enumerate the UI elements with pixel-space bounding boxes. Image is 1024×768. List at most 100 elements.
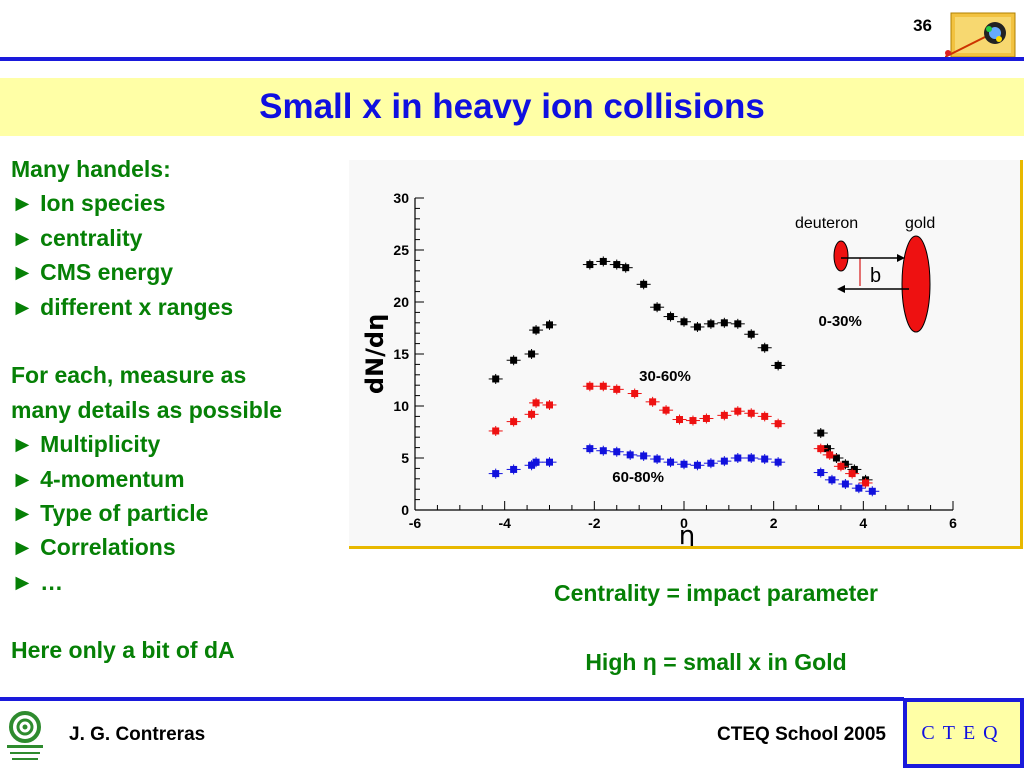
data-point — [828, 476, 836, 484]
series-annotation: 0-30% — [819, 313, 862, 330]
title-band: Small x in heavy ion collisions — [0, 78, 1024, 136]
bullet-item: ► 4-momentum — [11, 465, 185, 492]
data-point — [631, 390, 639, 398]
data-point — [613, 261, 621, 269]
deuteron-label: deuteron — [795, 215, 858, 232]
bullet-item: ► Type of particle — [11, 499, 209, 526]
data-point — [850, 465, 858, 473]
x-tick-label: 0 — [680, 515, 688, 531]
y-tick-label: 15 — [393, 346, 409, 362]
bullet-item: ► Ion species — [11, 190, 166, 217]
text-line: Here only a bit of dA — [11, 637, 235, 664]
bullet-list: Many handels: ► Ion species ► centrality… — [11, 152, 351, 668]
data-point — [693, 461, 701, 469]
data-point — [707, 320, 715, 328]
data-point — [862, 479, 870, 487]
plot-frame: -6 -4 -2 0 2 4 6 0 5 10 15 20 25 30 η dN/dη 0-30% 30-60%… — [349, 160, 1023, 551]
data-point — [586, 445, 594, 453]
bullet-item: ► CMS energy — [11, 259, 174, 286]
bullet-item: ► Correlations — [11, 534, 176, 561]
y-tick-label: 5 — [401, 450, 409, 466]
data-point — [528, 461, 536, 469]
caption-high-eta: High η = small x in Gold — [585, 649, 847, 675]
data-point — [761, 412, 769, 420]
data-point — [841, 460, 849, 468]
cteq-badge-text: CTEQ — [921, 721, 1006, 744]
series-60-80% — [488, 443, 880, 497]
data-point — [817, 469, 825, 477]
bullet-item: ► Multiplicity — [11, 431, 161, 458]
data-point — [492, 470, 500, 478]
gold-direction-arrow — [837, 285, 845, 293]
data-point — [761, 344, 769, 352]
data-point — [662, 406, 670, 414]
data-point — [599, 257, 607, 265]
data-point — [599, 447, 607, 455]
caption-centrality: Centrality = impact parameter — [553, 580, 879, 606]
y-axis-label: dN/dη — [361, 314, 389, 394]
collision-diagram: deuteron gold b — [795, 215, 935, 333]
data-point — [532, 458, 540, 466]
x-tick-label: 4 — [859, 515, 867, 531]
data-point — [693, 323, 701, 331]
data-point — [492, 375, 500, 383]
data-point — [532, 326, 540, 334]
data-point — [599, 382, 607, 390]
data-point — [613, 385, 621, 393]
y-tick-label: 10 — [393, 398, 409, 414]
data-point — [689, 417, 697, 425]
series-annotation: 30-60% — [639, 368, 691, 385]
data-point — [832, 454, 840, 462]
data-point — [510, 418, 518, 426]
data-point — [747, 409, 755, 417]
footer-rule — [0, 697, 904, 701]
data-point — [774, 361, 782, 369]
slide-title: Small x in heavy ion collisions — [259, 87, 765, 126]
data-point — [640, 452, 648, 460]
deuteron-nucleus — [833, 240, 849, 272]
data-point — [667, 313, 675, 321]
bullet-item: ► … — [11, 568, 64, 595]
y-tick-label: 30 — [393, 190, 409, 206]
data-point — [734, 407, 742, 415]
data-point — [702, 414, 710, 422]
data-point — [720, 411, 728, 419]
text-line: many details as possible — [11, 396, 283, 423]
data-point — [532, 399, 540, 407]
data-point — [747, 330, 755, 338]
x-axis-label: η — [679, 521, 695, 546]
data-point — [855, 484, 863, 492]
data-point — [528, 410, 536, 418]
data-point — [817, 429, 825, 437]
chart-annotations: 0-30% 30-60% 60-80% — [612, 313, 862, 486]
data-point — [761, 455, 769, 463]
data-point — [653, 455, 661, 463]
gold-nucleus — [901, 235, 931, 333]
dndeta-chart: -6 -4 -2 0 2 4 6 0 5 10 15 20 25 30 η dN/dη 0-30% 30-60%… — [361, 190, 957, 551]
data-point — [837, 462, 845, 470]
data-point — [546, 458, 553, 466]
data-point — [676, 416, 684, 424]
page-number: 36 — [913, 16, 932, 35]
x-tick-label: -6 — [409, 515, 422, 531]
x-tick-label: 2 — [770, 515, 778, 531]
cteq-badge: CTEQ — [903, 698, 1024, 768]
data-point — [622, 264, 630, 272]
data-point — [774, 420, 782, 428]
bullet-item: ► centrality — [11, 224, 143, 251]
data-point — [586, 382, 594, 390]
x-tick-label: -2 — [588, 515, 601, 531]
deuteron-direction-arrow — [897, 254, 905, 262]
data-point — [667, 458, 675, 466]
data-point — [510, 465, 518, 473]
data-point — [734, 320, 742, 328]
data-point — [868, 487, 876, 495]
x-tick-label: -4 — [498, 515, 511, 531]
text-line: For each, measure as — [11, 362, 247, 389]
author-name: J. G. Contreras — [69, 724, 206, 745]
data-point — [626, 451, 634, 459]
data-point — [492, 427, 500, 435]
data-point — [528, 350, 536, 358]
data-point — [774, 458, 782, 466]
cteq-school-logo — [945, 12, 1016, 58]
